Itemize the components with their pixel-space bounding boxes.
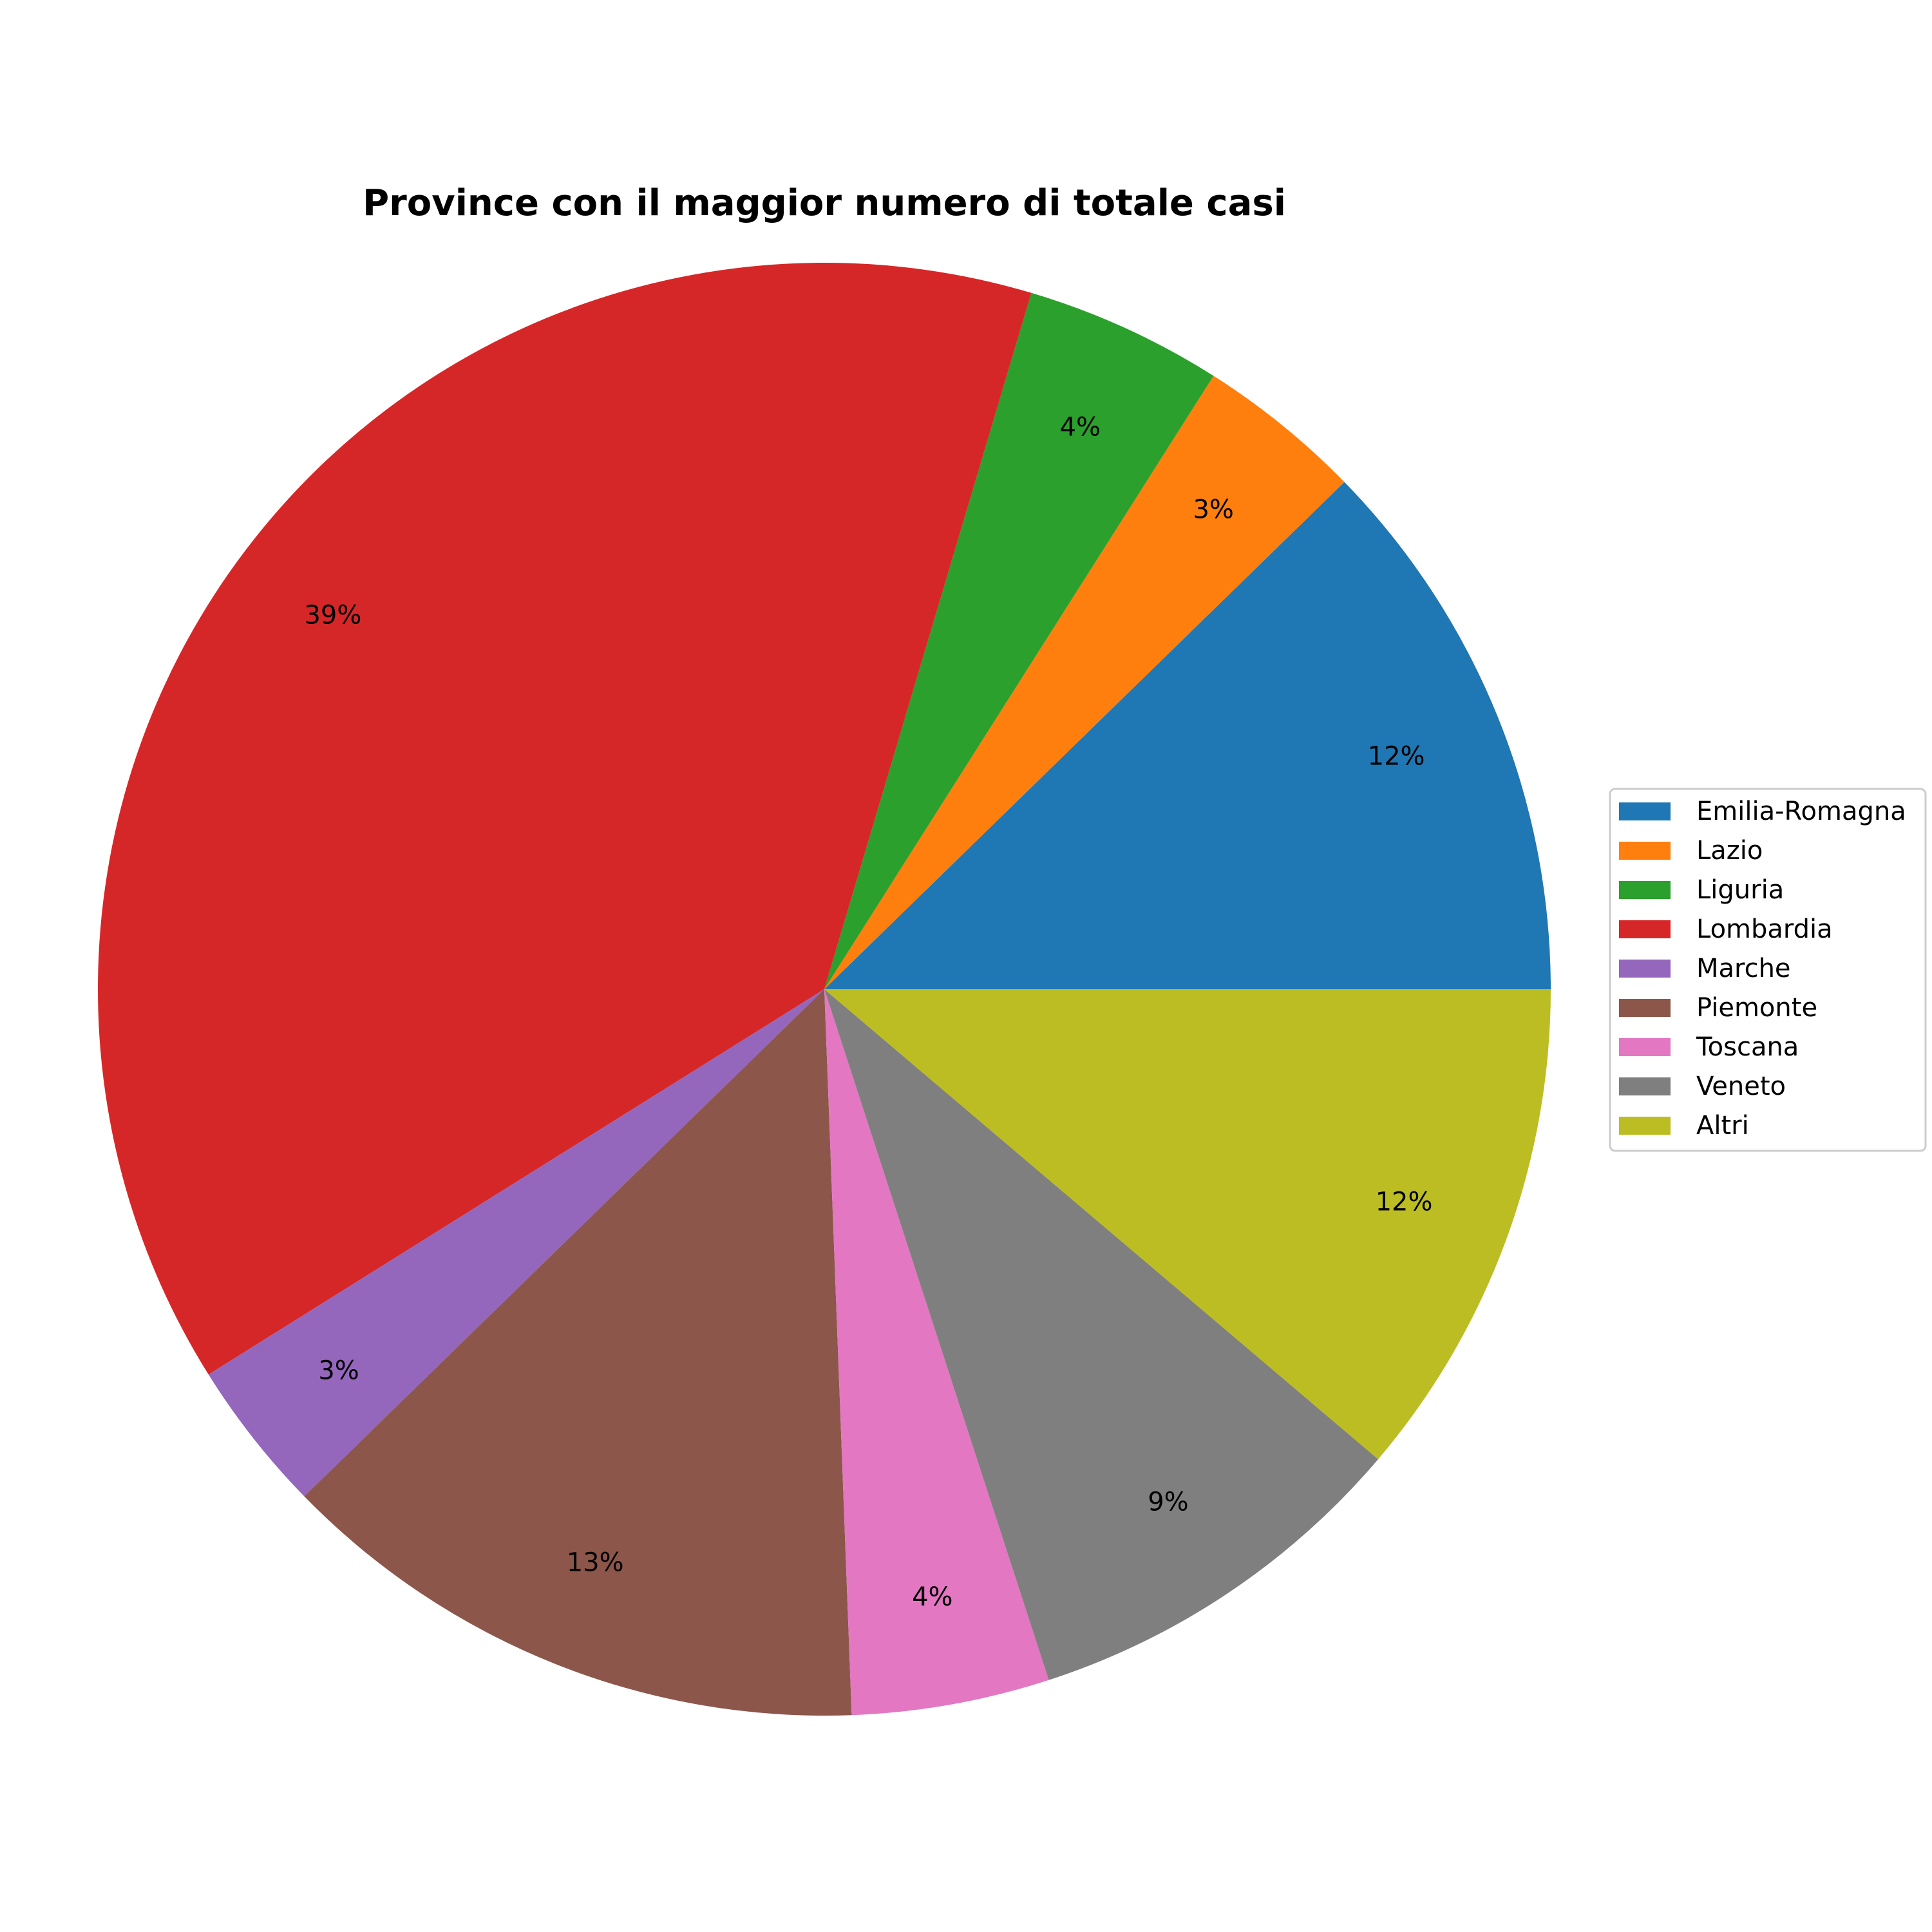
pie-percent-label: 4% — [912, 1582, 952, 1612]
legend-swatch-lombardia — [1619, 920, 1671, 938]
pie-percent-label: 12% — [1368, 742, 1425, 772]
pie-percent-label: 4% — [1060, 412, 1101, 442]
pie-percent-label: 12% — [1376, 1187, 1433, 1217]
pie-slice-emilia-romagna — [824, 482, 1551, 989]
legend-label-marche: Marche — [1696, 954, 1791, 983]
pie-percent-label: 39% — [304, 601, 361, 630]
pie-slice-altri — [824, 989, 1551, 1459]
pie-percent-label: 13% — [567, 1548, 624, 1577]
pie-slice-toscana — [824, 989, 1049, 1716]
legend-label-toscana: Toscana — [1696, 1032, 1799, 1062]
legend-swatch-toscana — [1619, 1038, 1671, 1056]
pie-percent-label: 3% — [318, 1356, 359, 1385]
pie-slice-lazio — [824, 375, 1345, 989]
legend-label-emilia-romagna: Emilia-Romagna — [1696, 797, 1906, 826]
legend-label-lazio: Lazio — [1696, 836, 1763, 866]
pie-slice-lombardia — [98, 263, 1032, 1375]
legend-swatch-emilia-romagna — [1619, 802, 1671, 820]
legend-swatch-liguria — [1619, 881, 1671, 899]
pie-slice-veneto — [824, 989, 1379, 1680]
legend-swatch-lazio — [1619, 842, 1671, 860]
legend-label-piemonte: Piemonte — [1696, 993, 1817, 1023]
legend-swatch-marche — [1619, 960, 1671, 978]
legend-swatch-piemonte — [1619, 999, 1671, 1017]
pie-slice-piemonte — [304, 989, 852, 1716]
chart-title: Province con il maggior numero di totale… — [363, 182, 1286, 224]
pie-percent-label: 9% — [1148, 1487, 1188, 1517]
legend-frame — [1609, 788, 1927, 1152]
legend-label-altri: Altri — [1696, 1111, 1749, 1141]
pie-percent-label: 3% — [1193, 495, 1233, 525]
pie-slices — [98, 263, 1551, 1716]
pie-slice-marche — [208, 989, 824, 1497]
chart-legend: Emilia-Romagna Lazio Liguria Lombardia March… — [1609, 788, 1927, 1152]
legend-swatch-altri — [1619, 1117, 1671, 1135]
pie-slice-liguria — [824, 292, 1214, 990]
legend-label-liguria: Liguria — [1696, 875, 1784, 905]
legend-label-lombardia: Lombardia — [1696, 914, 1833, 944]
pie-percent-labels: 12% 3% 4% 39% 3% 13% 4% 9% 12% — [304, 412, 1432, 1612]
legend-swatch-veneto — [1619, 1077, 1671, 1095]
legend-label-veneto: Veneto — [1696, 1072, 1786, 1101]
